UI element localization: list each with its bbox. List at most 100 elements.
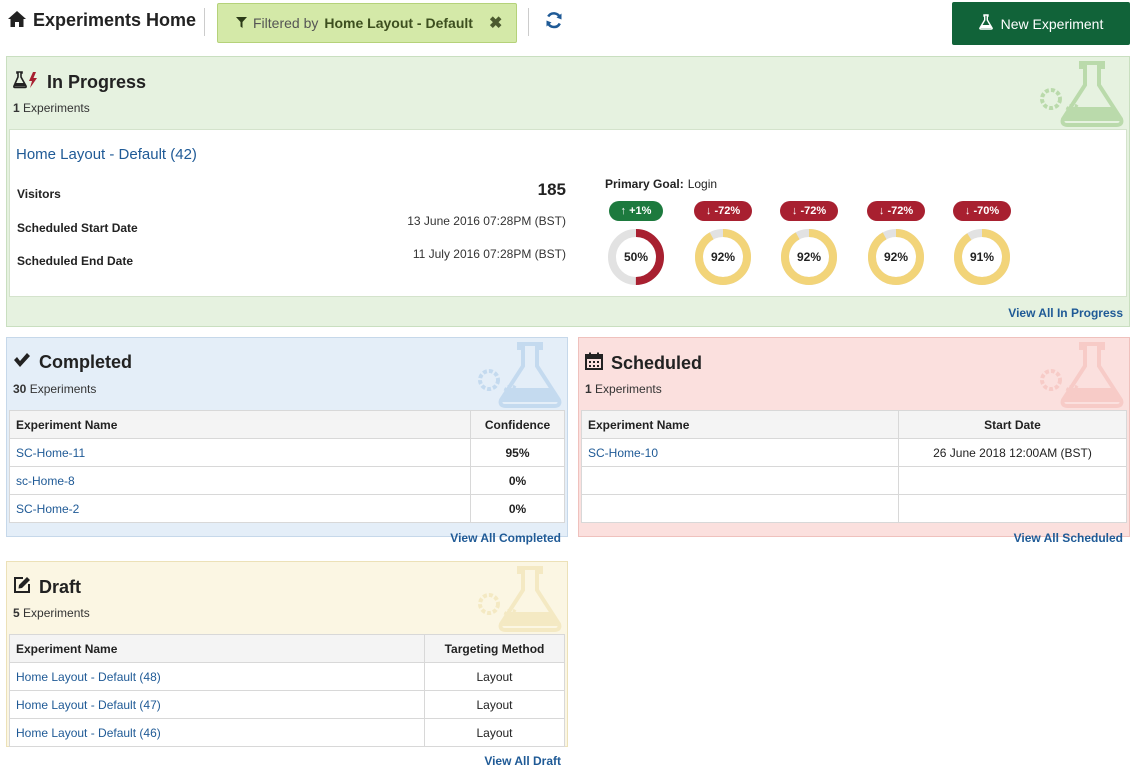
flask-gears-icon (475, 564, 565, 635)
start-date-label: Scheduled Start Date (17, 221, 138, 235)
scheduled-count: 1 Experiments (585, 382, 662, 396)
draft-title: Draft (39, 577, 82, 597)
page-title: Experiments Home (33, 10, 197, 30)
table-row (581, 466, 1127, 495)
confidence-donut: 50% (608, 229, 664, 285)
arrow-down-icon: ↓ (964, 205, 974, 217)
filter-prefix: Filtered by (253, 15, 319, 31)
experiment-link[interactable]: Home Layout - Default (46) (16, 725, 161, 740)
view-all-draft-link[interactable]: View All Draft (484, 754, 561, 768)
draft-header: Draft 5 Experiments (7, 562, 567, 634)
check-icon (13, 352, 31, 373)
arrow-down-icon: ↓ (878, 205, 888, 217)
close-icon[interactable]: ✖ (488, 15, 503, 32)
start-date-cell: 26 June 2018 12:00AM (BST) (898, 438, 1127, 467)
filter-badge[interactable]: Filtered by Home Layout - Default ✖ (217, 3, 517, 43)
in-progress-header: In Progress 1 Experiments (7, 57, 1129, 129)
confidence-value: 92% (711, 250, 735, 264)
table-row: SC-Home-2 0% (9, 494, 565, 523)
confidence-cell: 0% (470, 494, 565, 523)
column-header: Start Date (898, 410, 1127, 439)
completed-count: 30 Experiments (13, 382, 97, 396)
table-row (581, 494, 1127, 523)
experiment-link[interactable]: Home Layout - Default (48) (16, 669, 161, 684)
empty-cell (898, 466, 1127, 495)
table-row: SC-Home-11 95% (9, 438, 565, 467)
end-date-label: Scheduled End Date (17, 254, 134, 268)
completed-header: Completed 30 Experiments (7, 338, 567, 410)
end-date-value: 11 July 2016 07:28PM (BST) (412, 247, 566, 261)
table-header-row: Experiment Name Start Date (581, 410, 1127, 439)
confidence-value: 91% (970, 250, 994, 264)
divider (528, 8, 529, 36)
experiment-link[interactable]: SC-Home-2 (16, 501, 80, 516)
confidence-cell: 95% (470, 438, 565, 467)
confidence-value: 92% (884, 250, 908, 264)
change-value: -70% (973, 205, 1000, 217)
primary-goal: Primary Goal: Login (605, 177, 718, 191)
flask-bolt-icon (13, 71, 39, 94)
confidence-value: 92% (797, 250, 821, 264)
calendar-icon (585, 352, 603, 375)
table-row: sc-Home-8 0% (9, 466, 565, 495)
column-header: Confidence (470, 410, 565, 439)
top-bar: Experiments Home Filtered by Home Layout… (0, 0, 1133, 48)
in-progress-title: In Progress (47, 72, 147, 92)
table-header-row: Experiment Name Targeting Method (9, 634, 565, 663)
draft-table: Experiment Name Targeting Method Home La… (9, 634, 565, 747)
arrow-up-icon: ↑ (620, 205, 630, 217)
flask-gears-icon (1037, 340, 1127, 411)
confidence-value: 50% (624, 250, 648, 264)
experiment-link[interactable]: Home Layout - Default (47) (16, 697, 161, 712)
experiment-link[interactable]: sc-Home-8 (16, 473, 75, 488)
new-experiment-label: New Experiment (1000, 15, 1104, 32)
targeting-cell: Layout (424, 690, 565, 719)
arrow-down-icon: ↓ (705, 205, 715, 217)
scheduled-table: Experiment Name Start Date SC-Home-10 26… (581, 410, 1127, 523)
in-progress-count: 1 Experiments (13, 101, 90, 115)
change-value: -72% (887, 205, 914, 217)
experiment-link[interactable]: SC-Home-11 (16, 445, 86, 460)
view-all-completed-link[interactable]: View All Completed (450, 531, 561, 545)
flask-gears-icon (1037, 59, 1127, 130)
view-all-scheduled-link[interactable]: View All Scheduled (1013, 531, 1123, 545)
empty-cell (898, 494, 1127, 523)
completed-panel: Completed 30 Experiments Experiment Name… (6, 337, 568, 545)
experiment-link[interactable]: SC-Home-10 (588, 445, 659, 460)
donut-fill (695, 229, 751, 285)
confidence-donut: 92% (695, 229, 751, 285)
completed-title: Completed (39, 352, 133, 372)
filter-value: Home Layout - Default (324, 15, 473, 31)
table-header-row: Experiment Name Confidence (9, 410, 565, 439)
table-row: SC-Home-10 26 June 2018 12:00AM (BST) (581, 438, 1127, 467)
filter-icon (236, 15, 247, 31)
edit-icon (13, 576, 31, 599)
confidence-donut: 92% (868, 229, 924, 285)
donut-fill (781, 229, 837, 285)
page-header: Experiments Home (7, 10, 196, 31)
donut-fill (868, 229, 924, 285)
empty-cell (581, 466, 899, 495)
column-header: Experiment Name (9, 634, 425, 663)
experiment-link[interactable]: Home Layout - Default (42) (16, 146, 197, 163)
in-progress-panel: In Progress 1 Experiments Home Layout - … (6, 56, 1130, 327)
view-all-in-progress-link[interactable]: View All In Progress (1008, 306, 1123, 320)
metric-item: ↓ -72% 92% (863, 201, 929, 287)
draft-count: 5 Experiments (13, 606, 90, 620)
change-value: +1% (629, 205, 652, 217)
change-badge: ↓ -70% (952, 201, 1012, 221)
column-header: Targeting Method (424, 634, 565, 663)
table-row: Home Layout - Default (46) Layout (9, 718, 565, 747)
targeting-cell: Layout (424, 662, 565, 691)
new-experiment-button[interactable]: New Experiment (952, 2, 1130, 45)
start-date-value: 13 June 2016 07:28PM (BST) (407, 214, 566, 228)
home-icon (7, 10, 27, 31)
flask-gears-icon (475, 340, 565, 411)
change-badge: ↑ +1% (608, 201, 664, 221)
completed-table: Experiment Name Confidence SC-Home-11 95… (9, 410, 565, 523)
column-header: Experiment Name (9, 410, 471, 439)
scheduled-panel: Scheduled 1 Experiments Experiment Name … (578, 337, 1130, 545)
refresh-icon[interactable] (545, 11, 563, 32)
donut-fill (608, 229, 664, 285)
targeting-cell: Layout (424, 718, 565, 747)
